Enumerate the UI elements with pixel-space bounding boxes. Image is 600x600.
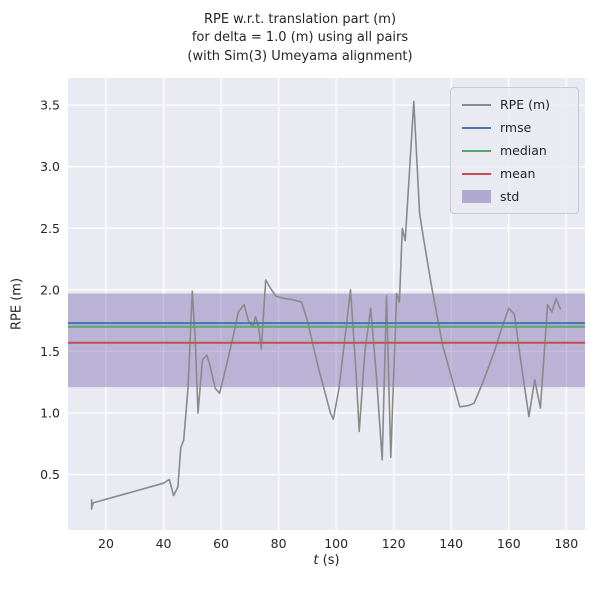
legend-label: median xyxy=(500,143,547,158)
y-tick-label: 3.5 xyxy=(40,98,60,113)
x-tick-label: 180 xyxy=(554,536,578,551)
chart-title: RPE w.r.t. translation part (m) for delt… xyxy=(187,12,413,64)
y-tick-label: 3.0 xyxy=(40,159,60,174)
y-tick-label: 1.5 xyxy=(40,344,60,359)
legend-item: RPE (m) xyxy=(462,97,567,112)
y-tick-label: 2.5 xyxy=(40,221,60,236)
x-tick-label: 20 xyxy=(98,536,114,551)
y-tick-label: 0.5 xyxy=(40,467,60,482)
legend-label: rmse xyxy=(500,120,532,135)
x-tick-label: 40 xyxy=(156,536,172,551)
legend-label: mean xyxy=(500,166,536,181)
std-band xyxy=(68,293,585,388)
legend-line-swatch xyxy=(462,103,491,106)
x-tick-label: 80 xyxy=(271,536,287,551)
y-tick-label: 1.0 xyxy=(40,405,60,420)
legend-line-swatch xyxy=(462,126,491,129)
legend-item: std xyxy=(462,189,567,204)
legend-item: mean xyxy=(462,166,567,181)
legend-item: rmse xyxy=(462,120,567,135)
x-tick-label: 120 xyxy=(382,536,406,551)
x-axis-label: t (s) xyxy=(68,553,585,568)
legend-patch-swatch xyxy=(462,190,491,203)
rpe-line xyxy=(90,100,562,510)
legend: RPE (m) rmse median mean std xyxy=(450,87,579,214)
x-tick-label: 100 xyxy=(324,536,348,551)
x-tick-label: 60 xyxy=(213,536,229,551)
legend-label: std xyxy=(500,189,520,204)
legend-label: RPE (m) xyxy=(500,97,551,112)
legend-line-swatch xyxy=(462,172,491,175)
y-tick-label: 2.0 xyxy=(40,282,60,297)
x-tick-label: 160 xyxy=(497,536,521,551)
x-axis-label-symbol: t xyxy=(313,553,319,568)
x-axis-label-unit: (s) xyxy=(318,553,340,568)
x-tick-label: 140 xyxy=(439,536,463,551)
legend-item: median xyxy=(462,143,567,158)
legend-line-swatch xyxy=(462,149,491,152)
